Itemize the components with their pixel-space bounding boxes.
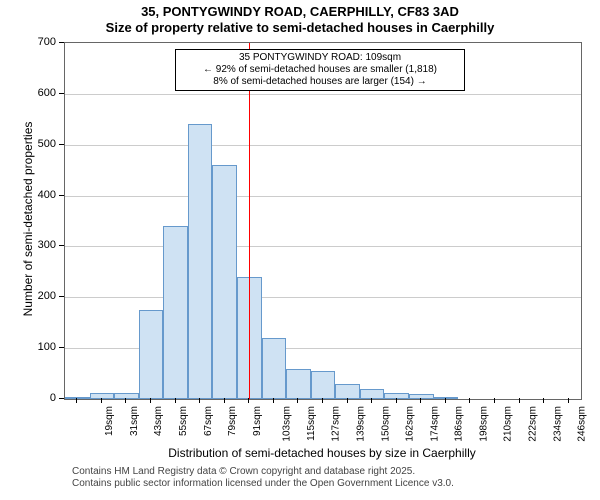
histogram-bar (262, 338, 287, 399)
x-tick-label: 150sqm (380, 406, 391, 442)
annotation-line2: ← 92% of semi-detached houses are smalle… (180, 64, 460, 76)
x-tick-mark (420, 398, 421, 403)
x-tick-mark (297, 398, 298, 403)
annotation-line1: 35 PONTYGWINDY ROAD: 109sqm (180, 52, 460, 64)
histogram-bar (311, 371, 336, 399)
chart-title-sub: Size of property relative to semi-detach… (0, 20, 600, 35)
x-tick-mark (125, 398, 126, 403)
histogram-bar (384, 393, 409, 399)
histogram-bar (114, 393, 139, 399)
x-tick-mark (469, 398, 470, 403)
x-tick-label: 91sqm (252, 406, 263, 436)
annotation-line3: 8% of semi-detached houses are larger (1… (180, 76, 460, 88)
x-tick-mark (445, 398, 446, 403)
attribution-line1: Contains HM Land Registry data © Crown c… (72, 466, 415, 477)
histogram-bar (65, 397, 90, 399)
histogram-bar (90, 393, 115, 399)
x-tick-mark (371, 398, 372, 403)
x-tick-label: 103sqm (282, 406, 293, 442)
histogram-bar (212, 165, 237, 399)
annotation-box: 35 PONTYGWINDY ROAD: 109sqm ← 92% of sem… (175, 49, 465, 91)
x-tick-mark (519, 398, 520, 403)
grid-line (65, 145, 581, 146)
y-axis-label: Number of semi-detached properties (21, 109, 35, 329)
x-tick-label: 55sqm (178, 406, 189, 436)
x-tick-label: 222sqm (528, 406, 539, 442)
x-tick-mark (76, 398, 77, 403)
grid-line (65, 196, 581, 197)
x-tick-label: 67sqm (203, 406, 214, 436)
histogram-bar (335, 384, 360, 399)
property-size-chart: 35, PONTYGWINDY ROAD, CAERPHILLY, CF83 3… (0, 0, 600, 500)
histogram-bar (286, 369, 311, 400)
x-tick-mark (199, 398, 200, 403)
y-tick-label: 0 (0, 392, 56, 404)
y-tick-label: 100 (0, 341, 56, 353)
x-tick-label: 198sqm (478, 406, 489, 442)
y-tick-label: 700 (0, 36, 56, 48)
histogram-bar (409, 394, 434, 399)
x-tick-mark (248, 398, 249, 403)
x-tick-mark (273, 398, 274, 403)
grid-line (65, 94, 581, 95)
x-tick-label: 31sqm (129, 406, 140, 436)
x-tick-label: 210sqm (503, 406, 514, 442)
x-tick-label: 234sqm (552, 406, 563, 442)
x-tick-mark (224, 398, 225, 403)
chart-title-main: 35, PONTYGWINDY ROAD, CAERPHILLY, CF83 3… (0, 4, 600, 19)
histogram-bar (139, 310, 164, 399)
x-tick-label: 174sqm (429, 406, 440, 442)
reference-line (249, 43, 250, 399)
x-tick-mark (568, 398, 569, 403)
y-tick-label: 600 (0, 87, 56, 99)
histogram-bar (163, 226, 188, 399)
x-tick-mark (543, 398, 544, 403)
x-tick-mark (175, 398, 176, 403)
x-tick-mark (322, 398, 323, 403)
histogram-bar (434, 397, 459, 399)
x-tick-label: 79sqm (227, 406, 238, 436)
x-tick-label: 127sqm (331, 406, 342, 442)
x-tick-mark (396, 398, 397, 403)
x-tick-mark (494, 398, 495, 403)
x-tick-mark (150, 398, 151, 403)
x-tick-label: 115sqm (306, 406, 317, 441)
x-tick-label: 186sqm (454, 406, 465, 442)
x-tick-mark (101, 398, 102, 403)
histogram-bar (188, 124, 213, 399)
grid-line (65, 297, 581, 298)
x-tick-label: 19sqm (104, 406, 115, 436)
x-axis-label: Distribution of semi-detached houses by … (64, 446, 580, 460)
attribution-line2: Contains public sector information licen… (72, 478, 454, 489)
x-tick-label: 43sqm (153, 406, 164, 436)
x-tick-label: 162sqm (405, 406, 416, 442)
x-tick-mark (347, 398, 348, 403)
grid-line (65, 246, 581, 247)
x-tick-label: 246sqm (577, 406, 588, 442)
plot-area: 35 PONTYGWINDY ROAD: 109sqm ← 92% of sem… (64, 42, 582, 400)
x-tick-label: 139sqm (356, 406, 367, 442)
